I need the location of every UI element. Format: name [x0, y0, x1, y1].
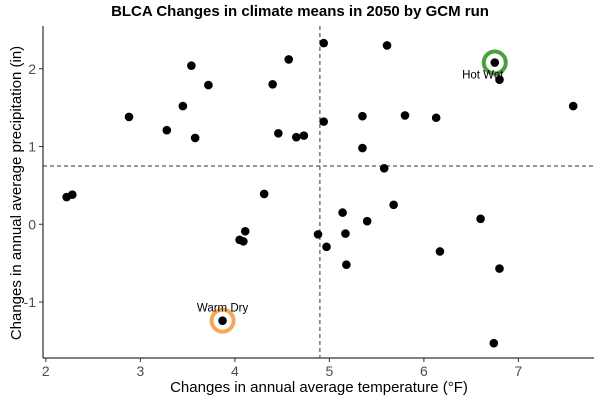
x-tick-label: 4: [231, 363, 239, 379]
data-point: [178, 101, 188, 111]
y-tick-label: 1: [28, 139, 36, 155]
data-point: [299, 131, 309, 140]
data-point: [190, 133, 200, 143]
x-tick-label: 7: [514, 363, 522, 379]
data-point: [341, 229, 350, 238]
data-point: [382, 41, 392, 50]
data-point: [284, 55, 294, 64]
highlight-ring: [481, 49, 508, 76]
data-point: [435, 247, 445, 256]
data-point: [342, 260, 351, 269]
highlight-ring: [209, 307, 236, 334]
data-point: [218, 316, 227, 325]
data-point: [291, 132, 301, 142]
data-point: [431, 113, 441, 123]
x-tick-label: 6: [420, 363, 428, 379]
y-axis-label: Changes in annual average precipitation …: [8, 46, 25, 340]
x-tick-label: 5: [325, 363, 333, 379]
x-tick-label: 3: [136, 363, 144, 379]
y-tick-label: 2: [28, 61, 36, 77]
data-point: [313, 230, 323, 239]
x-axis-label: Changes in annual average temperature (°…: [170, 379, 468, 396]
data-point: [476, 214, 485, 224]
data-point: [274, 128, 283, 138]
data-point: [319, 38, 328, 48]
data-point: [358, 143, 367, 153]
data-point: [358, 111, 367, 121]
plot-area: 2 3 4 5 6 7 -1 0 1 2 Hot Wet Warm Dry: [24, 26, 594, 379]
data-point: [322, 242, 331, 252]
data-point: [187, 61, 196, 70]
highlight-label: Hot Wet: [462, 70, 504, 82]
data-point: [204, 80, 213, 90]
highlight-label: Warm Dry: [197, 303, 249, 315]
data-point: [67, 190, 77, 200]
data-point: [568, 101, 578, 111]
x-tick-label: 2: [42, 363, 50, 379]
data-point: [239, 237, 248, 246]
data-point: [259, 189, 269, 199]
data-point: [400, 111, 410, 120]
data-point: [124, 112, 134, 122]
y-tick-label: 0: [28, 216, 36, 232]
data-point: [319, 117, 328, 126]
data-point: [268, 80, 277, 89]
data-point: [489, 338, 499, 348]
data-point: [162, 125, 172, 135]
data-point: [240, 226, 250, 236]
chart-title: BLCA Changes in climate means in 2050 by…: [111, 3, 489, 20]
data-point: [495, 264, 504, 273]
data-point: [490, 58, 500, 67]
data-point: [389, 200, 398, 210]
data-point: [379, 163, 389, 173]
y-tick-label: -1: [24, 294, 37, 310]
data-point: [338, 208, 347, 217]
data-point: [362, 216, 372, 226]
data-point: [495, 75, 504, 84]
